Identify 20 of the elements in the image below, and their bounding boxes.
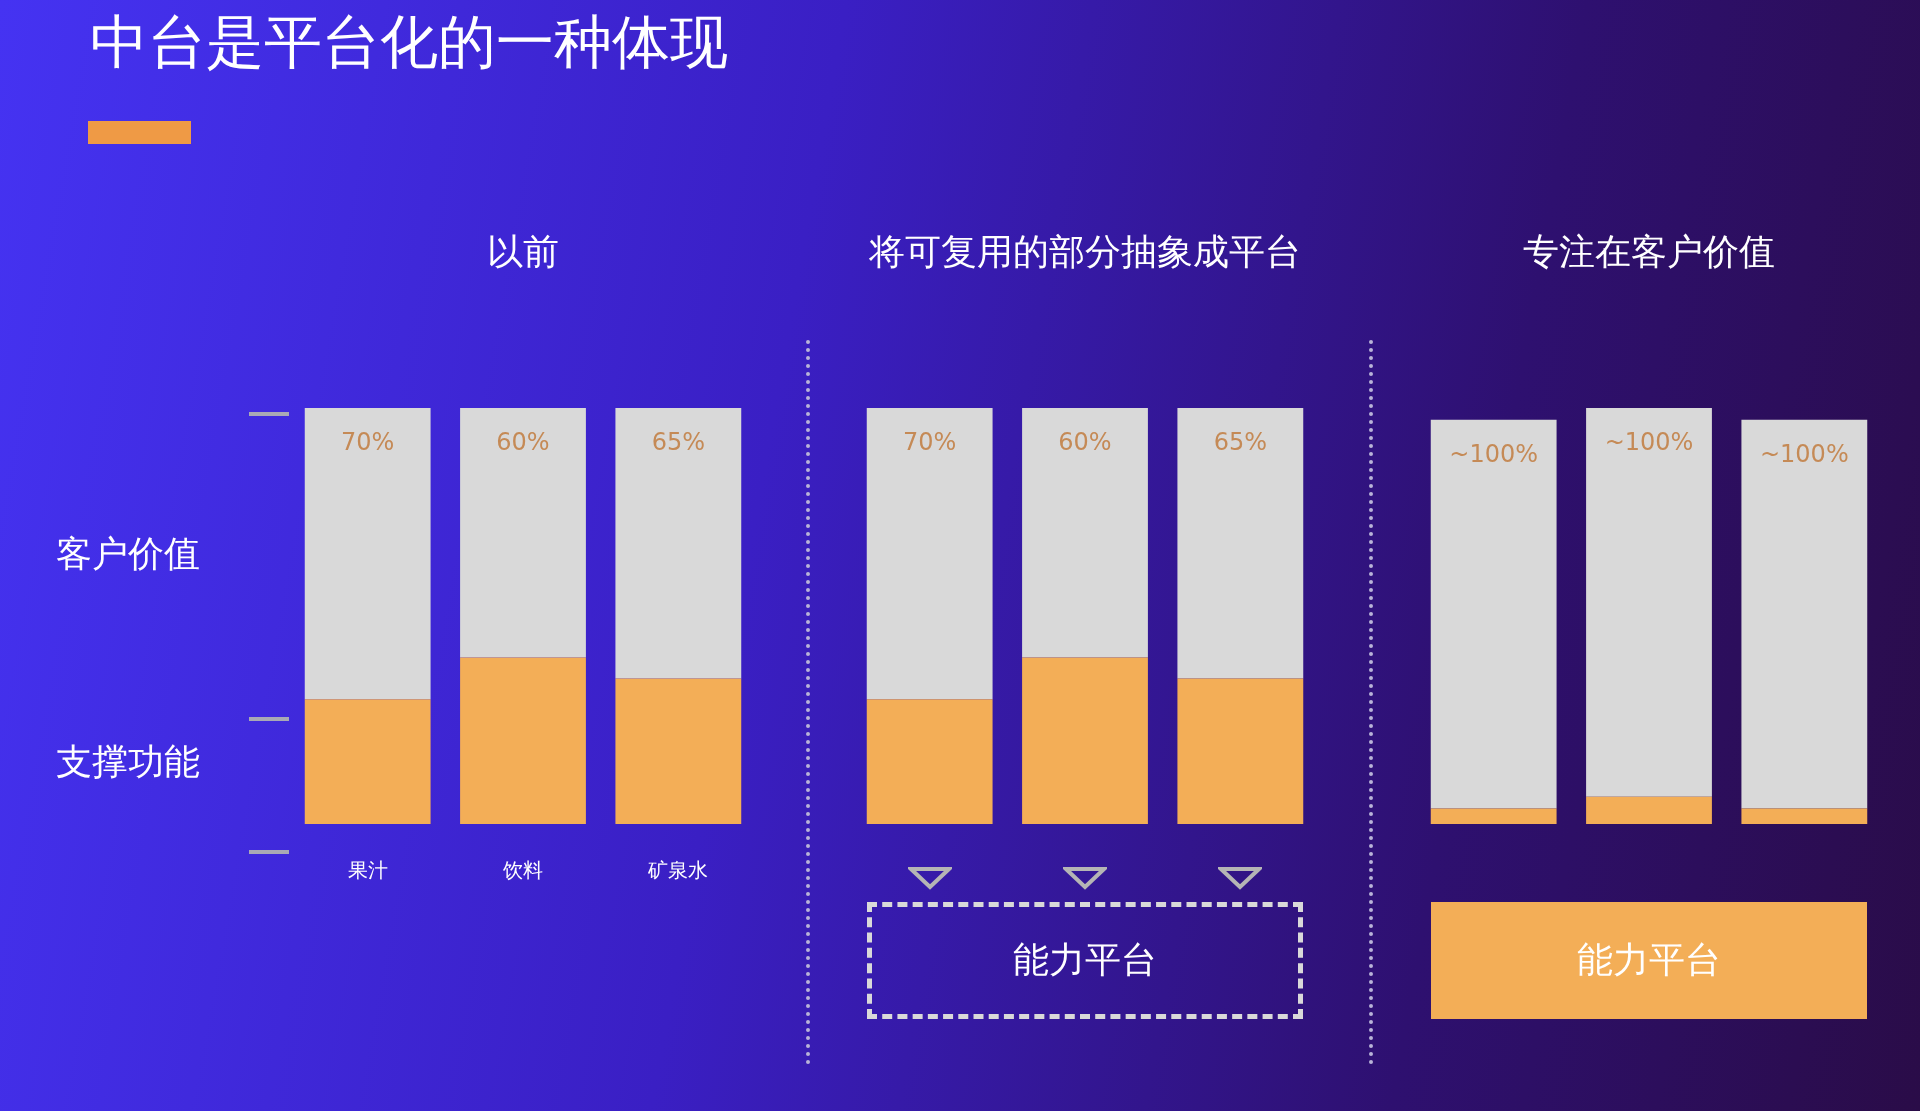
data-label: 70% [902,428,957,457]
data-label: ~100% [1449,439,1539,468]
chart-subtitle: 以前 [486,230,560,274]
data-label: 60% [496,428,550,457]
data-label: ~100% [1604,428,1694,457]
x-tick-label: 饮料 [502,858,543,883]
dashed-frame: 能力平台 [867,902,1303,1019]
data-label: 70% [340,428,395,457]
data-label: 65% [1213,428,1268,457]
data-label: 65% [651,428,706,457]
chart-title: 中台是平台化的一种体现 [90,7,728,78]
chart-title: 将可复用的部分抽象成平台 [868,230,1302,274]
x-tick-label: 矿泉水 [647,858,709,883]
chart-title: 专注在客户价值 [1522,230,1776,274]
data-label: ~100% [1759,439,1849,468]
text: 客户价值 [54,531,201,576]
filled-box: 能力平台 [1431,902,1867,1019]
x-tick-label: 果汁 [347,858,388,883]
data-label: 60% [1058,428,1112,457]
text: 支撑功能 [54,739,201,784]
